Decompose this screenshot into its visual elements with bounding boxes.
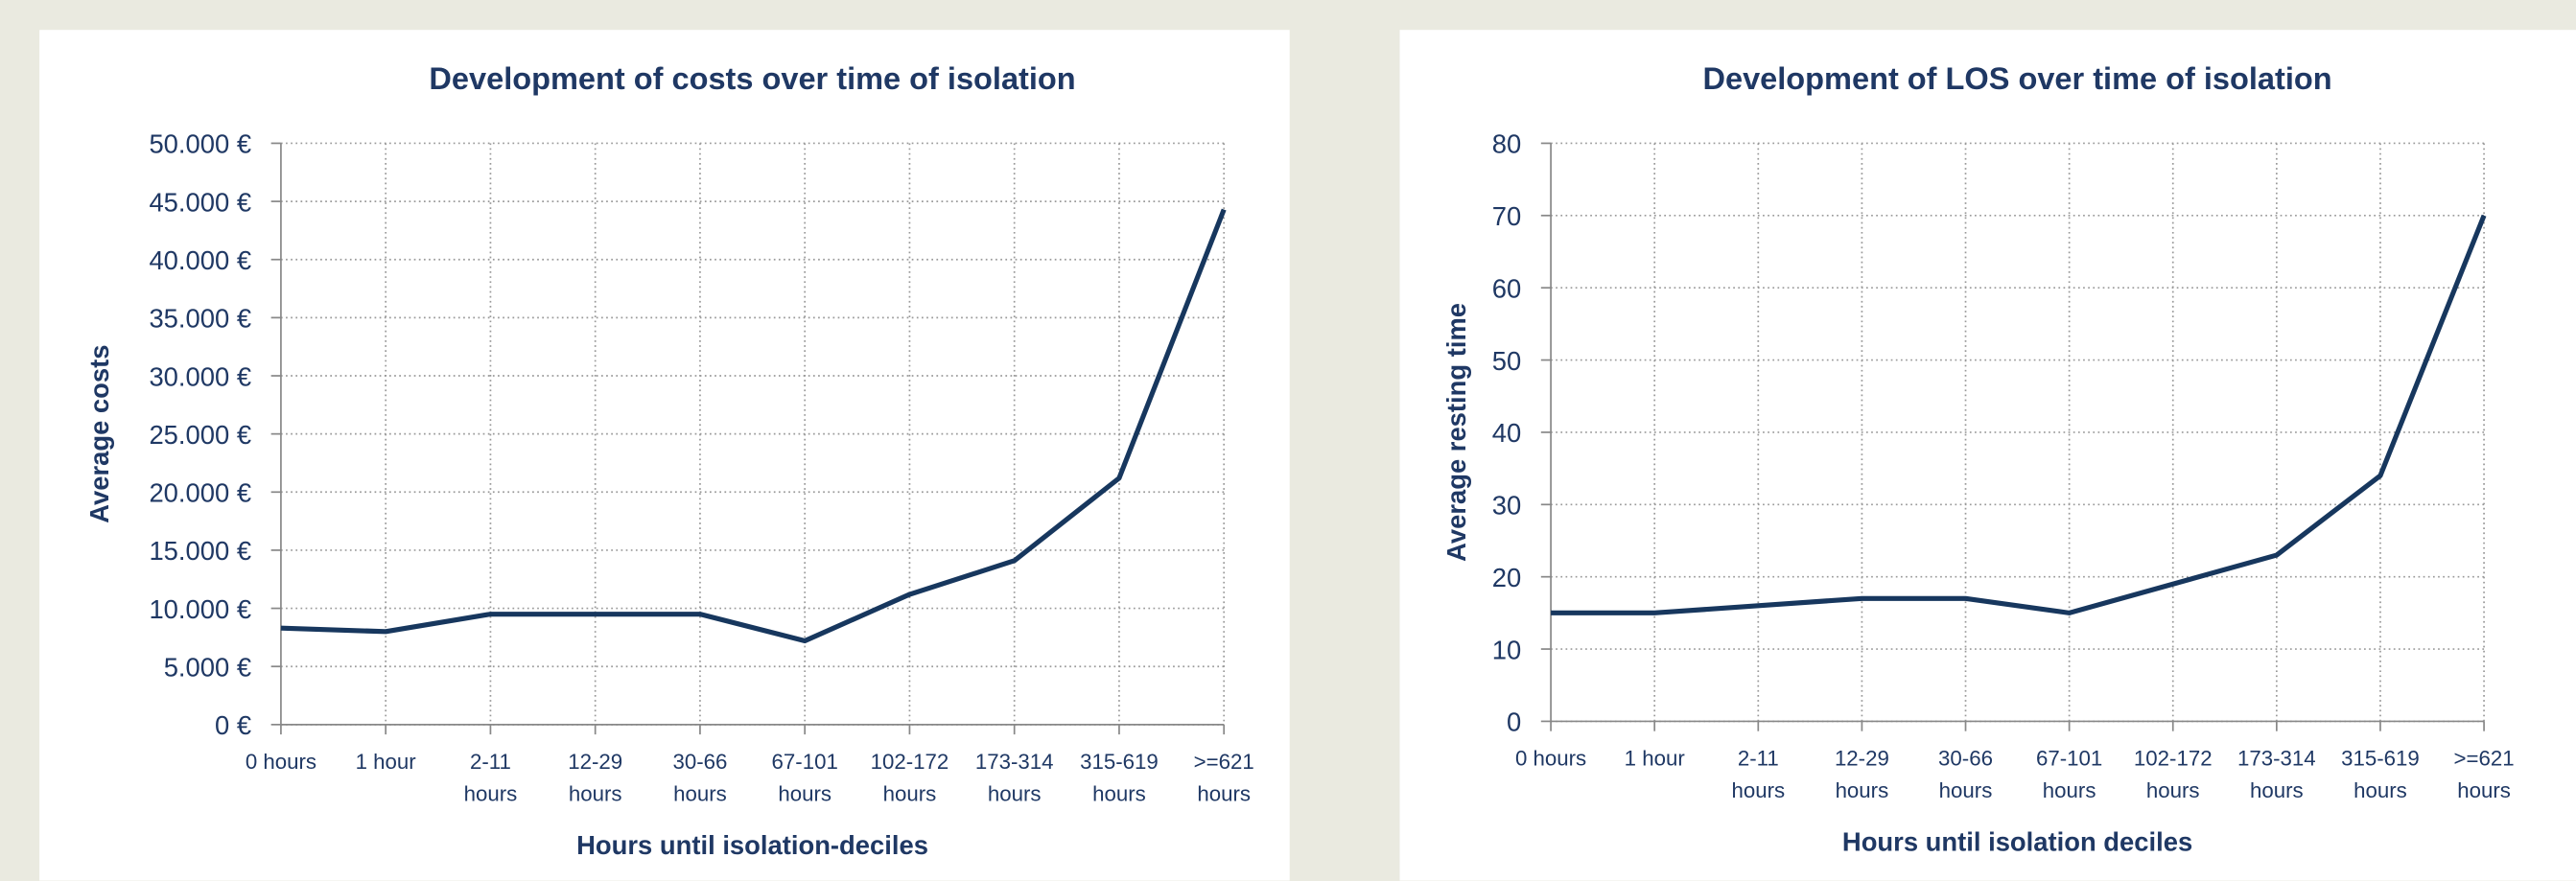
x-tick-label: 0 hours <box>1515 747 1586 771</box>
y-tick-label: 15.000 € <box>149 536 251 566</box>
y-tick-label: 0 <box>1507 707 1521 737</box>
y-axis-title: Average costs <box>84 345 114 523</box>
y-tick-label: 70 <box>1492 201 1521 231</box>
chart-title: Development of LOS over time of isolatio… <box>1703 61 2332 96</box>
x-tick-label: 315-619 hours <box>1080 750 1159 805</box>
x-tick-label: 102-172 hours <box>871 750 949 805</box>
y-tick-label: 80 <box>1492 129 1521 159</box>
x-axis-title: Hours until isolation deciles <box>1842 827 2192 857</box>
y-tick-label: 10 <box>1492 635 1521 664</box>
y-tick-label: 10.000 € <box>149 594 251 624</box>
x-tick-label: 1 hour <box>1625 747 1686 771</box>
y-tick-label: 30 <box>1492 491 1521 521</box>
y-axis-title: Average resting time <box>1441 303 1471 562</box>
y-tick-label: 20 <box>1492 563 1521 592</box>
x-tick-label: 30-66 hours <box>1938 747 1993 802</box>
y-tick-label: 60 <box>1492 273 1521 303</box>
x-tick-label: 1 hour <box>356 750 417 774</box>
x-tick-label: 67-101 hours <box>2036 747 2102 802</box>
x-tick-label: 173-314 hours <box>975 750 1054 805</box>
data-line <box>280 208 1227 644</box>
x-tick-label: 2-11 hours <box>1731 747 1785 802</box>
y-tick-label: 30.000 € <box>149 361 251 391</box>
y-tick-label: 40 <box>1492 418 1521 448</box>
panel <box>39 30 1290 881</box>
y-tick-label: 45.000 € <box>149 187 251 217</box>
y-tick-label: 0 € <box>215 710 251 740</box>
x-tick-label: 315-619 hours <box>2341 747 2420 802</box>
data-line <box>1551 214 2487 615</box>
y-tick-label: 50.000 € <box>149 129 251 159</box>
x-tick-label: 0 hours <box>246 750 316 774</box>
y-tick-label: 5.000 € <box>164 652 251 682</box>
x-tick-label: 102-172 hours <box>2134 747 2213 802</box>
x-tick-label: >=621 hours <box>1194 750 1254 805</box>
x-axis-title: Hours until isolation-deciles <box>576 830 928 860</box>
x-tick-label: 30-66 hours <box>672 750 727 805</box>
x-tick-label: 12-29 hours <box>1835 747 1889 802</box>
y-tick-label: 35.000 € <box>149 304 251 334</box>
y-tick-label: 20.000 € <box>149 478 251 508</box>
x-tick-label: 67-101 hours <box>772 750 838 805</box>
y-tick-label: 50 <box>1492 346 1521 376</box>
x-tick-label: >=621 hours <box>2454 747 2515 802</box>
y-tick-label: 40.000 € <box>149 245 251 275</box>
y-tick-label: 25.000 € <box>149 420 251 450</box>
x-tick-label: 173-314 hours <box>2237 747 2316 802</box>
chart-title: Development of costs over time of isolat… <box>429 61 1075 96</box>
x-tick-label: 2-11 hours <box>464 750 518 805</box>
x-tick-label: 12-29 hours <box>568 750 622 805</box>
